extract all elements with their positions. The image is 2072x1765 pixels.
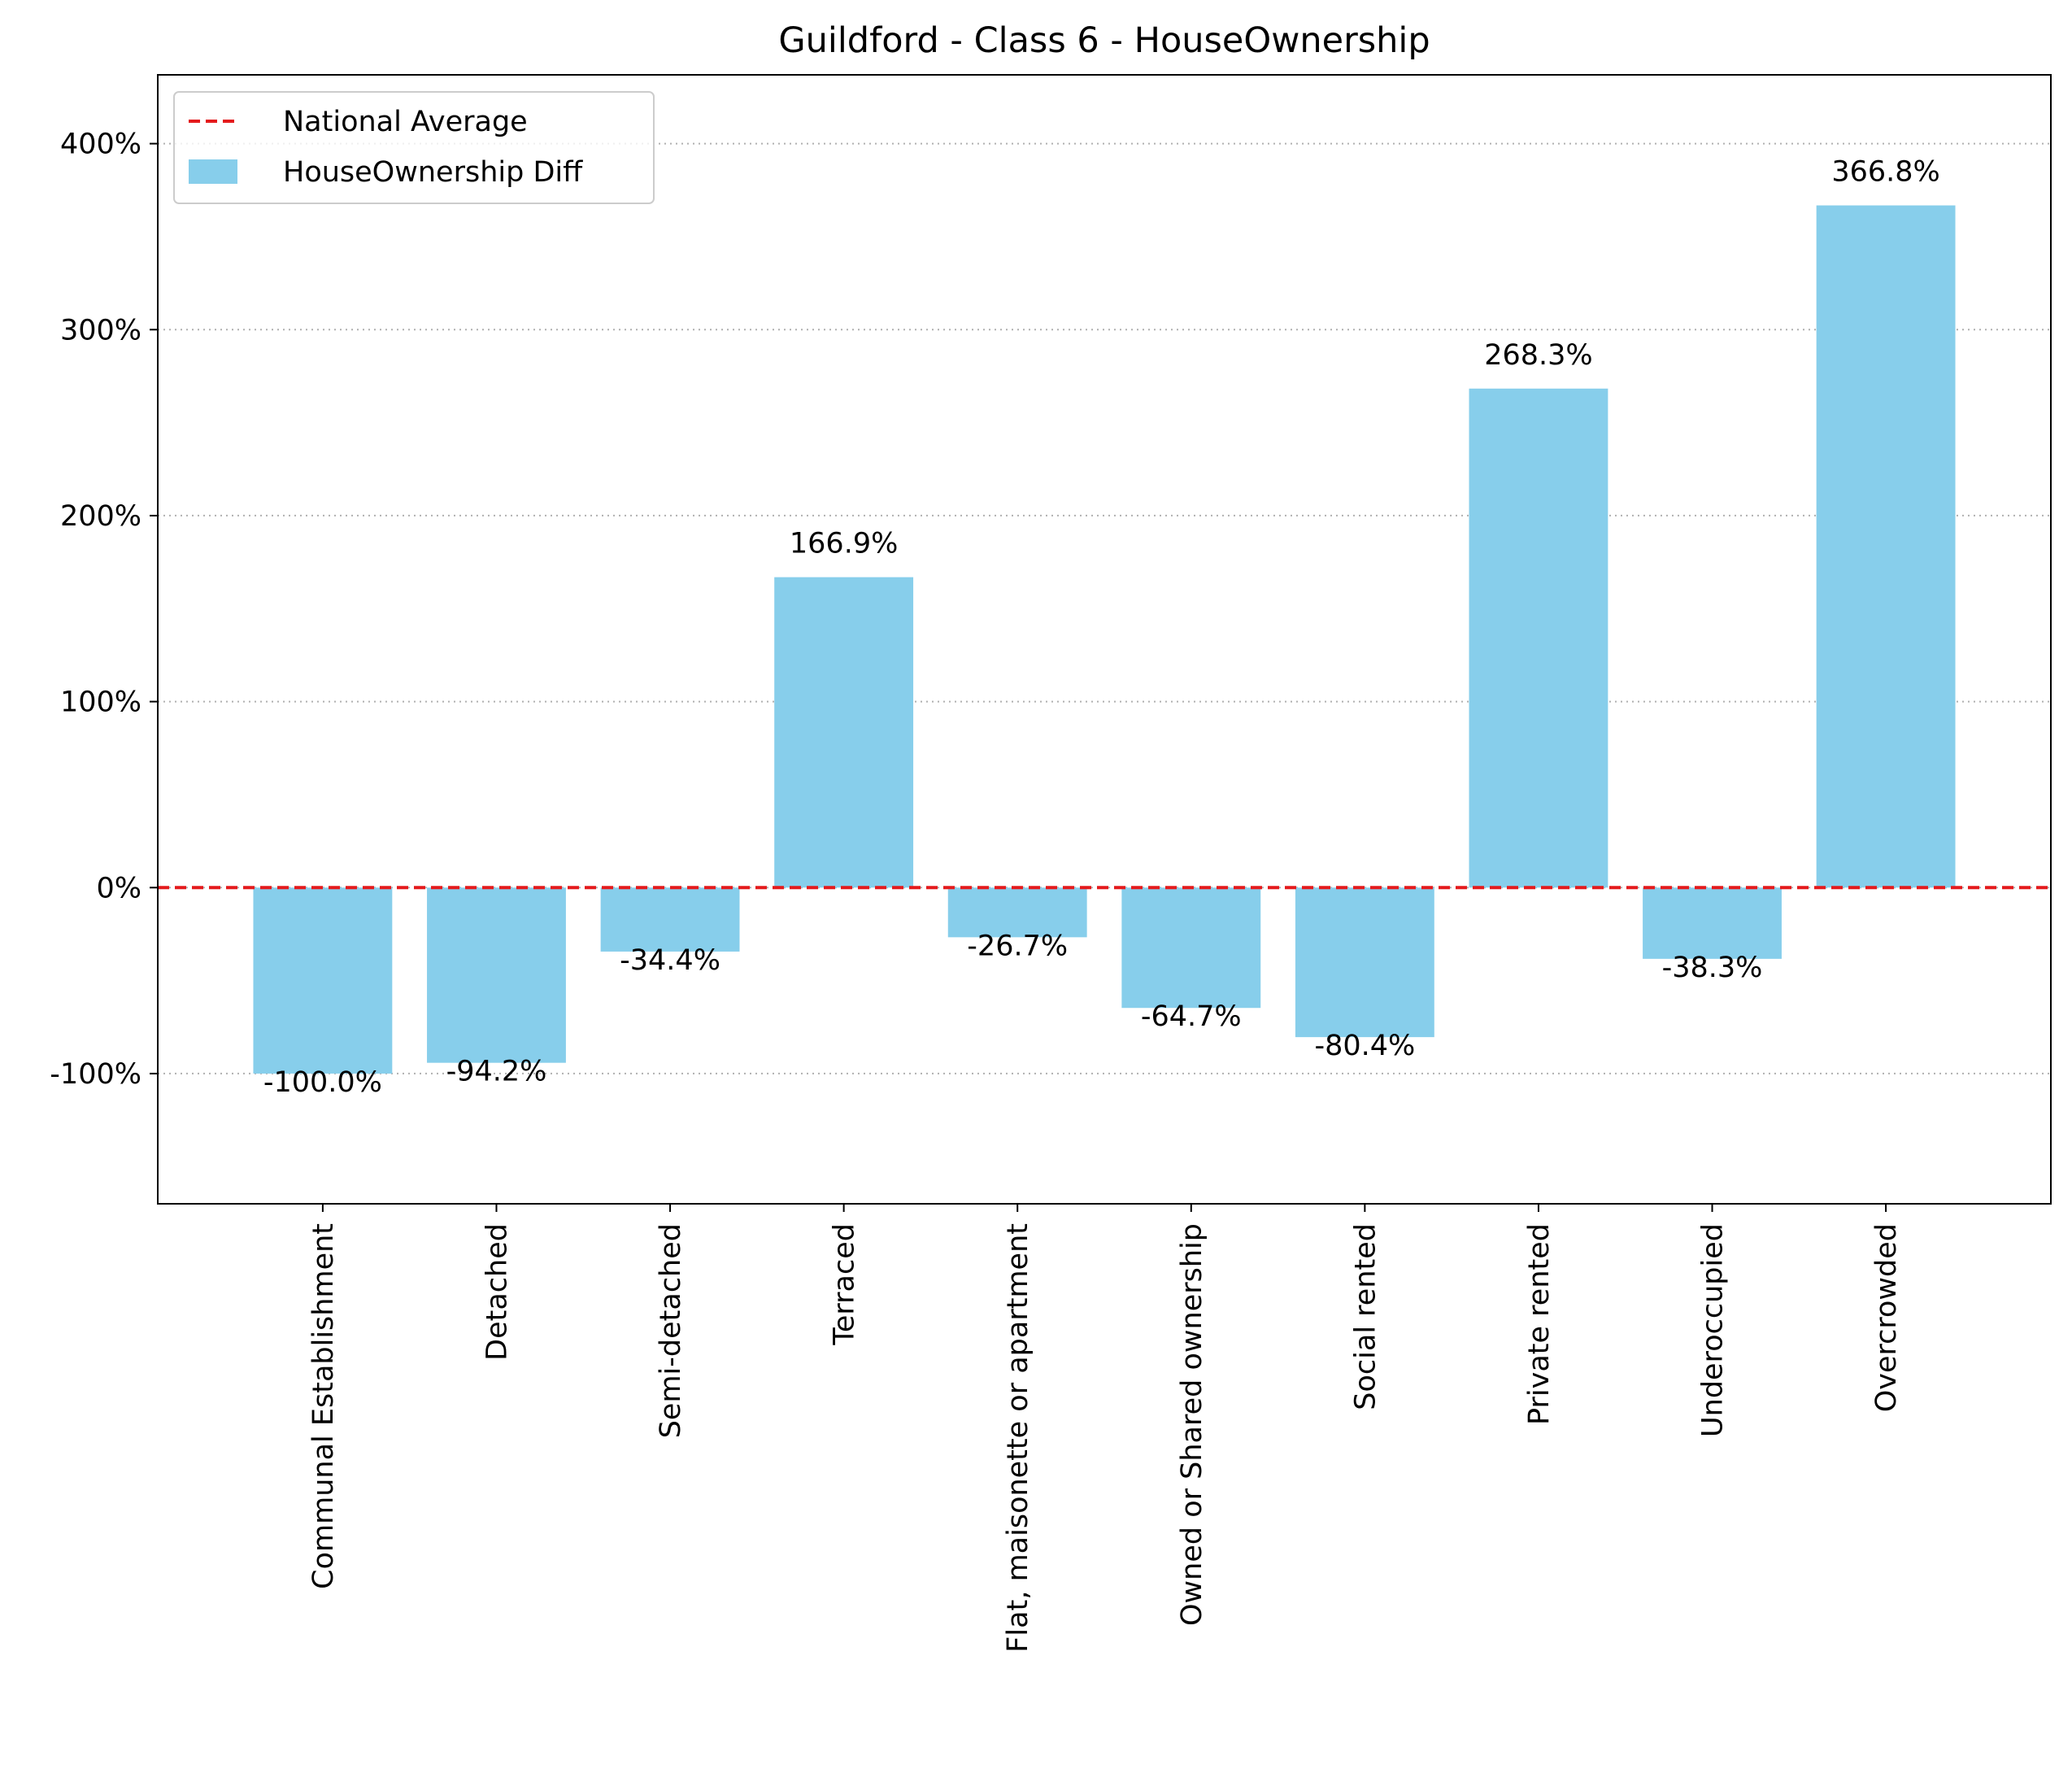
y-tick-label: 200%	[60, 500, 141, 533]
bar	[1295, 887, 1434, 1038]
legend-label-series: HouseOwnership Diff	[283, 156, 583, 189]
y-tick-label: 100%	[60, 686, 141, 719]
y-tick-label: 300%	[60, 314, 141, 346]
axes: -100% 0% 100% 200% 300% 400% Communal Establis…	[50, 74, 2052, 1653]
bar-value-label: 366.8%	[1831, 156, 1939, 189]
x-tick-label: Flat, maisonette or apartment	[1002, 1223, 1034, 1653]
bars	[253, 205, 1956, 1074]
legend-label-national-average: National Average	[283, 106, 528, 138]
bar-value-label: -26.7%	[967, 930, 1068, 962]
y-tick-label: -100%	[50, 1058, 141, 1091]
x-tick-label: Overcrowded	[1870, 1223, 1903, 1412]
bar-value-label: -100.0%	[263, 1066, 382, 1099]
legend-box	[173, 91, 655, 204]
data-labels: -100.0% -94.2% -34.4% 166.9% -26.7% -64.7% -80…	[158, 156, 2051, 1099]
y-tick-label: 400%	[60, 129, 141, 161]
legend-bar-swatch	[189, 159, 237, 184]
x-tick-label: Underoccupied	[1697, 1223, 1730, 1437]
bar	[1121, 887, 1261, 1009]
chart-title: Guildford - Class 6 - HouseOwnership	[778, 20, 1430, 61]
bar	[947, 887, 1087, 938]
y-tick-label: 0%	[96, 872, 141, 904]
bar-value-label: 268.3%	[1484, 339, 1592, 372]
bar-value-label: 166.9%	[790, 528, 898, 560]
bar	[1643, 887, 1782, 959]
bar-value-label: -80.4%	[1314, 1030, 1415, 1062]
bar-value-label: -34.4%	[620, 944, 720, 977]
legend: National Average HouseOwnership Diff	[173, 91, 655, 204]
bar	[1816, 205, 1956, 888]
x-tick-label: Owned or Shared ownership	[1176, 1223, 1208, 1626]
x-tick-label: Terraced	[829, 1223, 861, 1346]
x-tick-label: Social rented	[1349, 1223, 1382, 1410]
bar	[427, 887, 566, 1063]
bar	[774, 577, 914, 888]
bar-value-label: -94.2%	[446, 1056, 547, 1088]
bar	[600, 887, 740, 952]
bar	[1469, 388, 1608, 888]
x-tick-label: Private rented	[1523, 1223, 1556, 1425]
bar	[253, 887, 393, 1074]
x-tick-label: Semi-detached	[655, 1223, 687, 1438]
x-tick-label: Communal Establishment	[307, 1223, 340, 1589]
bar-value-label: -38.3%	[1662, 952, 1763, 984]
plot-frame	[157, 74, 2052, 1205]
bar-value-label: -64.7%	[1141, 1000, 1242, 1033]
x-tick-label: Detached	[481, 1223, 513, 1361]
